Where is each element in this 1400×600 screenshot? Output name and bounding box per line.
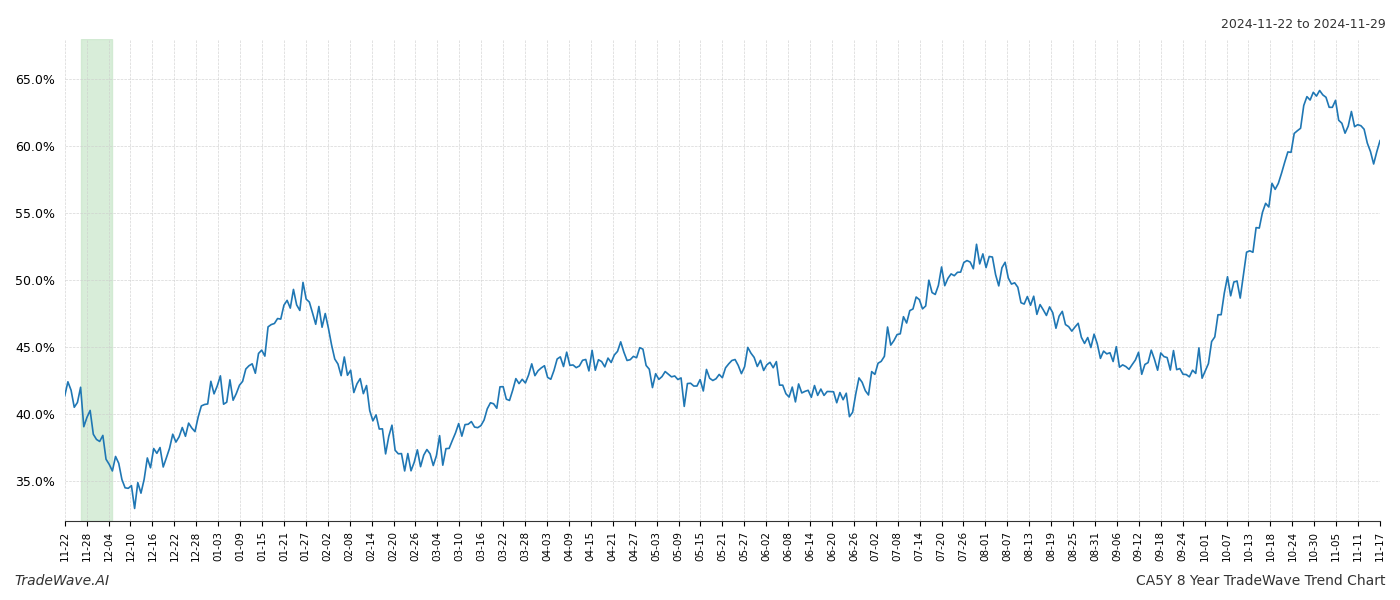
Text: 2024-11-22 to 2024-11-29: 2024-11-22 to 2024-11-29 xyxy=(1221,18,1386,31)
Bar xyxy=(81,39,112,521)
Text: TradeWave.AI: TradeWave.AI xyxy=(14,574,109,588)
Text: CA5Y 8 Year TradeWave Trend Chart: CA5Y 8 Year TradeWave Trend Chart xyxy=(1137,574,1386,588)
